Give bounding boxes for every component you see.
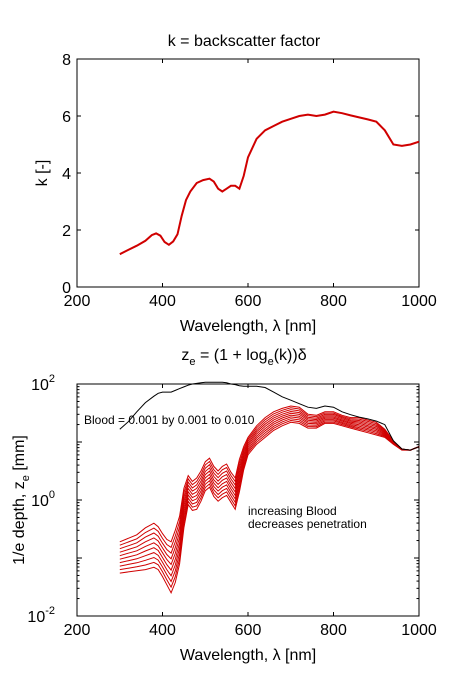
chart-depth: ze = (1 + loge(k))δ 200 400 600 800 1000 10-… — [11, 347, 437, 664]
chart2-x-label: Wavelength, λ [nm] — [180, 647, 316, 664]
chart2-title: ze = (1 + loge(k))δ — [181, 347, 306, 368]
chart2-series-line-blood — [119, 418, 420, 583]
annotation-increasing-blood: increasing Blood — [248, 504, 337, 518]
annotation-blood-range: Blood = 0.001 by 0.001 to 0.010 — [84, 413, 255, 427]
annotation-decreases-penetration: decreases penetration — [248, 517, 367, 531]
chart2-series-line-baseline — [119, 381, 420, 451]
chart2-y-label: 1/e depth, ze [mm] — [11, 435, 32, 565]
chart1-x-tick-label: 400 — [149, 293, 176, 310]
chart1-series — [119, 110, 420, 256]
chart2-series-line-blood — [119, 414, 420, 572]
chart2-y-tick-label: 100 — [31, 489, 55, 510]
chart1-y-tick-label: 8 — [62, 52, 71, 69]
chart1-y-label: k [-] — [34, 160, 51, 187]
chart-backscatter: k = backscatter factor 200 400 600 800 1000 … — [34, 33, 437, 335]
chart2-series-line-blood — [119, 407, 420, 549]
chart2-series-line-blood — [119, 409, 420, 554]
chart2-x-tick-label: 400 — [149, 622, 176, 639]
chart1-title: k = backscatter factor — [168, 33, 321, 50]
chart2-x-tick-label: 800 — [320, 622, 347, 639]
chart1-x-ticks: 200 400 600 800 1000 — [64, 59, 437, 310]
chart1-series-line — [119, 110, 420, 256]
chart2-series-line-blood — [119, 405, 420, 543]
chart1-x-tick-label: 1000 — [401, 293, 437, 310]
chart2-x-tick-label: 1000 — [401, 622, 437, 639]
chart2-series-line-blood — [119, 419, 420, 589]
chart2-series-line-blood — [119, 410, 420, 560]
chart1-y-tick-label: 4 — [62, 166, 71, 183]
chart1-x-tick-label: 600 — [235, 293, 262, 310]
chart2-x-ticks: 200 400 600 800 1000 — [64, 384, 437, 639]
chart1-plot-area — [76, 58, 420, 288]
chart2-y-ticks: 10-2 100 102 — [27, 373, 419, 626]
chart1-x-tick-label: 200 — [64, 293, 91, 310]
chart2-series-line-blood — [119, 421, 420, 594]
chart2-series-line-blood — [119, 412, 420, 566]
chart1-x-label: Wavelength, λ [nm] — [180, 318, 316, 335]
chart1-x-tick-label: 800 — [320, 293, 347, 310]
chart2-y-tick-label: 10-2 — [27, 605, 55, 626]
chart2-x-tick-label: 200 — [64, 622, 91, 639]
chart2-y-tick-label: 102 — [31, 373, 55, 394]
chart1-y-tick-label: 2 — [62, 223, 71, 240]
chart1-y-ticks: 0 2 4 6 8 — [62, 52, 419, 297]
chart1-y-tick-label: 6 — [62, 109, 71, 126]
chart1-y-tick-label: 0 — [62, 280, 71, 297]
chart2-series — [119, 381, 420, 594]
chart2-series-line-blood — [119, 416, 420, 577]
chart2-x-tick-label: 600 — [235, 622, 262, 639]
